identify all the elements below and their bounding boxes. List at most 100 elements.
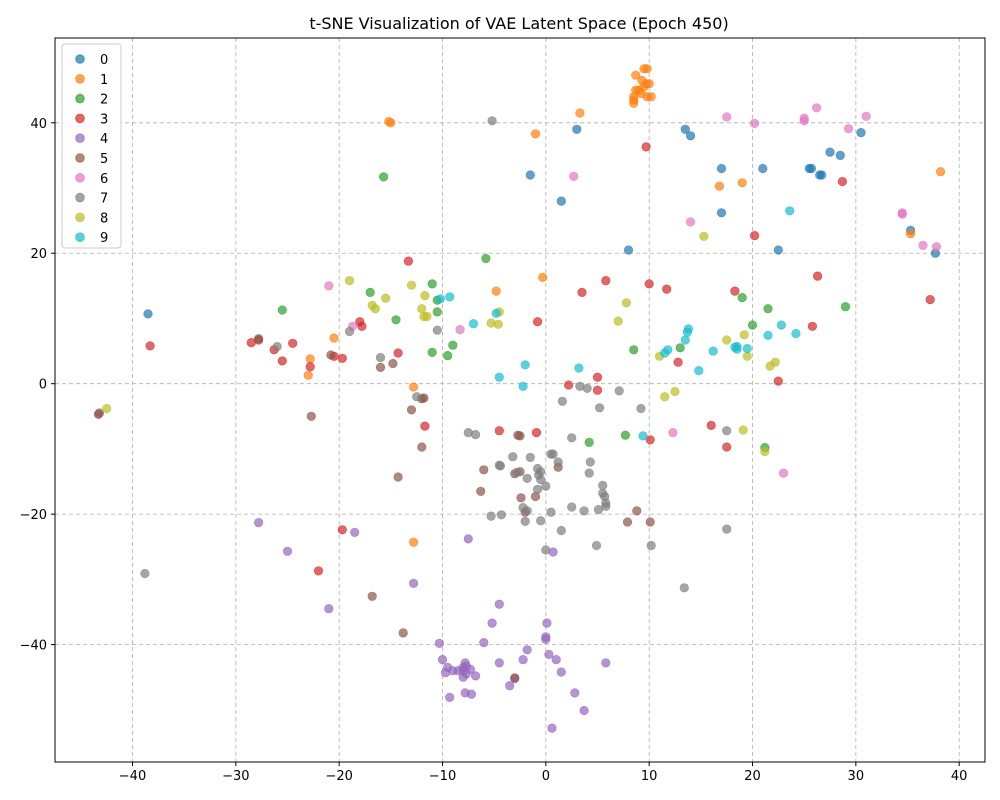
- data-point: [675, 343, 685, 353]
- legend-label: 3: [100, 112, 108, 127]
- data-point: [381, 293, 391, 303]
- data-point: [835, 150, 845, 160]
- data-point: [350, 527, 360, 538]
- data-point: [621, 298, 632, 308]
- data-point: [403, 256, 414, 266]
- data-point: [646, 540, 656, 551]
- legend-label: 9: [100, 231, 108, 246]
- data-point: [897, 209, 907, 219]
- data-point: [556, 667, 566, 677]
- data-point: [277, 356, 287, 366]
- y-tick-label: 40: [30, 117, 47, 132]
- data-point: [398, 628, 408, 638]
- data-point: [337, 353, 347, 363]
- data-point: [522, 506, 532, 516]
- data-point: [254, 334, 264, 344]
- data-point: [393, 472, 403, 482]
- data-point: [422, 311, 432, 322]
- data-point: [749, 231, 760, 241]
- data-point: [699, 231, 709, 241]
- data-point: [541, 632, 551, 642]
- data-point: [522, 645, 532, 655]
- data-point: [455, 325, 465, 335]
- data-point: [592, 385, 603, 395]
- plot-area-frame: [54, 37, 986, 763]
- data-point: [785, 206, 795, 216]
- data-point: [722, 426, 732, 436]
- data-point: [306, 411, 316, 421]
- data-point: [799, 116, 809, 126]
- data-point: [722, 442, 732, 452]
- data-point: [544, 649, 554, 660]
- data-point: [642, 64, 652, 74]
- data-point: [367, 591, 377, 601]
- data-point: [538, 272, 548, 283]
- data-point: [918, 240, 928, 250]
- data-point: [570, 688, 580, 698]
- data-point: [662, 284, 672, 294]
- data-point: [732, 344, 742, 354]
- y-tick-label: 20: [30, 247, 47, 262]
- data-point: [525, 452, 535, 463]
- data-point: [420, 291, 430, 301]
- data-point: [629, 98, 639, 108]
- data-point: [432, 307, 442, 317]
- data-point: [520, 516, 530, 526]
- data-point: [324, 604, 334, 614]
- data-point: [567, 433, 577, 443]
- data-point: [598, 480, 608, 491]
- data-point: [487, 116, 497, 126]
- data-point: [843, 124, 854, 134]
- series-1: [303, 64, 946, 547]
- data-point: [536, 516, 546, 526]
- data-point: [613, 316, 623, 326]
- data-point: [412, 392, 422, 402]
- data-point: [491, 308, 501, 318]
- legend-marker: [75, 74, 85, 84]
- data-point: [730, 286, 740, 296]
- legend-marker: [75, 173, 85, 183]
- data-point: [742, 343, 752, 354]
- data-point: [388, 358, 398, 369]
- data-point: [631, 70, 641, 80]
- data-point: [288, 338, 298, 348]
- data-point: [494, 658, 504, 668]
- data-point: [706, 420, 716, 431]
- data-point: [641, 142, 651, 152]
- data-point: [673, 357, 683, 367]
- data-point: [386, 118, 396, 128]
- data-point: [737, 178, 747, 188]
- data-point: [420, 421, 430, 431]
- data-point: [441, 667, 451, 678]
- data-point: [716, 208, 727, 218]
- data-point: [536, 475, 546, 485]
- data-point: [254, 517, 264, 528]
- data-point: [532, 317, 543, 327]
- data-point: [365, 287, 375, 298]
- data-point: [471, 671, 481, 681]
- data-point: [337, 525, 347, 535]
- data-points: [93, 64, 946, 733]
- data-point: [547, 723, 557, 733]
- data-point: [551, 654, 561, 665]
- data-point: [714, 181, 725, 191]
- data-point: [722, 112, 732, 122]
- data-point: [622, 517, 633, 527]
- data-point: [437, 654, 448, 665]
- data-point: [584, 468, 594, 478]
- data-point: [277, 305, 287, 315]
- data-point: [406, 405, 417, 415]
- data-point: [282, 546, 293, 556]
- data-point: [324, 281, 334, 291]
- data-point: [476, 486, 486, 496]
- data-point: [409, 578, 419, 588]
- data-point: [747, 320, 758, 330]
- data-point: [760, 446, 770, 457]
- data-point: [749, 118, 760, 128]
- data-point: [620, 430, 631, 440]
- x-tick-label: 30: [848, 769, 865, 784]
- data-point: [806, 163, 817, 174]
- data-point: [738, 425, 748, 435]
- data-point: [584, 437, 594, 448]
- legend-marker: [75, 54, 85, 64]
